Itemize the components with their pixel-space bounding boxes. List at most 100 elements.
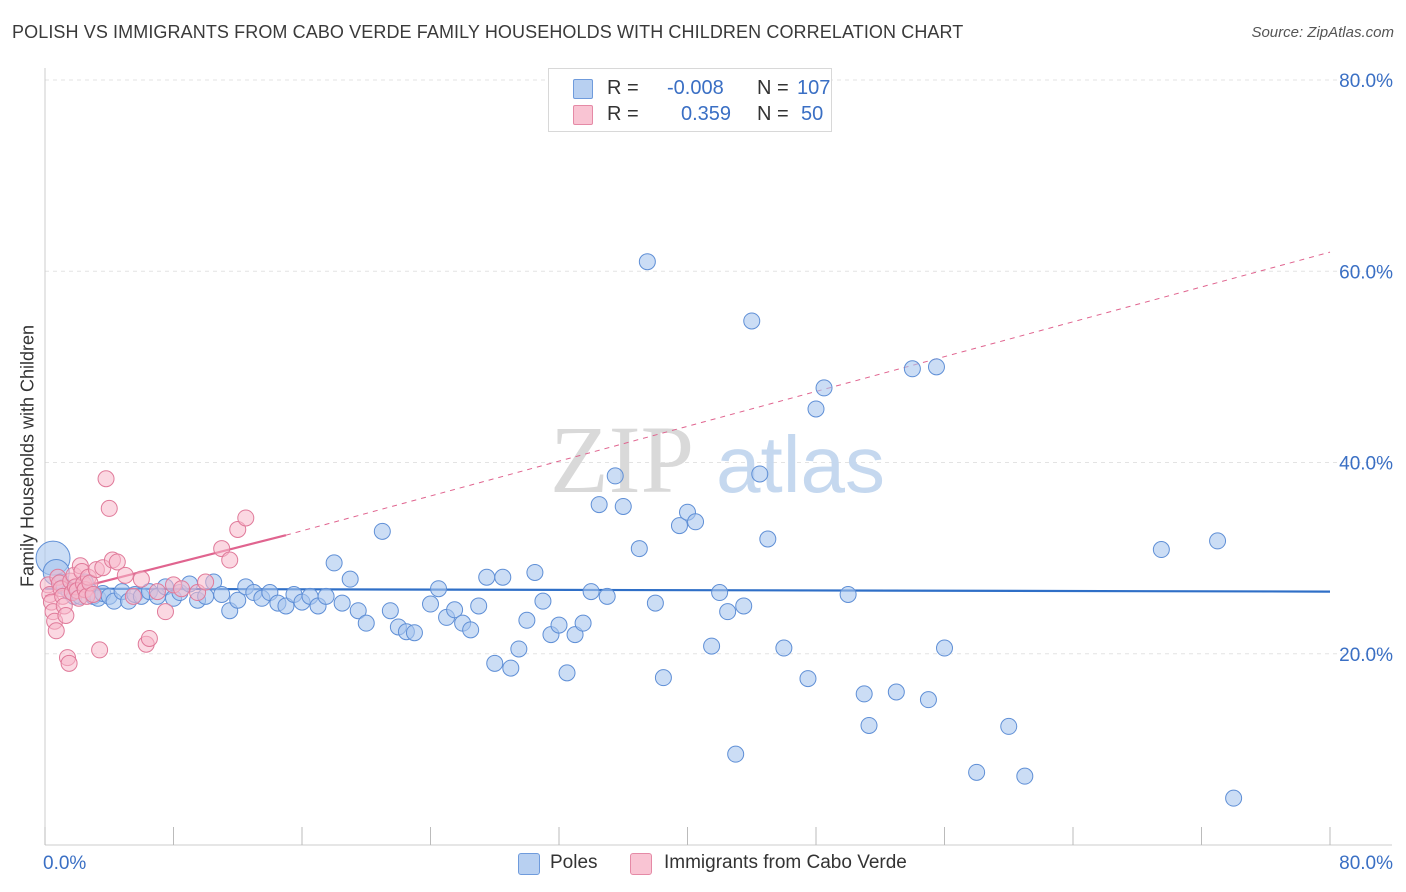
data-point-poles: [807, 400, 825, 418]
legend-r-value: -0.008: [667, 77, 724, 99]
data-point-poles: [775, 639, 793, 657]
trendline-cabo-verde-extension: [285, 251, 1331, 536]
legend-swatch-poles: [518, 853, 540, 875]
legend-r-label: R =: [607, 103, 639, 125]
data-point-poles: [630, 540, 648, 558]
data-point-cabo-verde: [91, 641, 109, 659]
data-point-poles: [430, 580, 448, 598]
data-point-poles: [968, 763, 986, 781]
data-point-poles: [614, 497, 632, 515]
data-point-poles: [1016, 767, 1034, 785]
data-point-poles: [759, 530, 777, 548]
data-point-cabo-verde: [60, 654, 78, 672]
legend-n-value: 50: [801, 103, 824, 125]
data-point-poles: [317, 587, 335, 605]
data-point-poles: [743, 312, 761, 330]
legend-label-cabo-verde: Immigrants from Cabo Verde: [664, 852, 907, 873]
data-point-poles: [470, 597, 488, 615]
data-point-poles: [735, 597, 753, 615]
data-point-poles: [229, 591, 247, 609]
data-point-poles: [526, 563, 544, 581]
data-point-poles: [751, 465, 769, 483]
data-point-cabo-verde: [124, 587, 142, 605]
data-point-poles: [518, 611, 536, 629]
data-point-cabo-verde: [173, 580, 191, 598]
data-point-poles: [510, 640, 528, 658]
x-tick-label-max: 80.0%: [1339, 853, 1393, 874]
data-point-poles: [494, 568, 512, 586]
data-point-poles: [860, 716, 878, 734]
data-point-cabo-verde: [97, 470, 115, 488]
data-point-poles: [919, 691, 937, 709]
data-point-poles: [582, 583, 600, 601]
watermark-atlas: atlas: [716, 420, 885, 509]
x-tick-label-min: 0.0%: [43, 853, 86, 874]
data-point-poles: [381, 602, 399, 620]
legend-swatch-pink: [573, 105, 593, 125]
data-point-poles: [1000, 717, 1018, 735]
data-point-poles: [534, 592, 552, 610]
data-point-poles: [462, 621, 480, 639]
data-point-poles: [815, 379, 833, 397]
chart-title: POLISH VS IMMIGRANTS FROM CABO VERDE FAM…: [12, 22, 964, 42]
data-point-poles: [927, 358, 945, 376]
data-point-poles: [349, 602, 367, 620]
data-point-cabo-verde: [57, 607, 75, 624]
data-point-poles: [1152, 541, 1170, 559]
legend-n-label: N =: [757, 77, 789, 99]
legend-label-poles: Poles: [550, 852, 598, 873]
data-point-poles: [936, 639, 953, 657]
data-point-poles: [887, 683, 905, 701]
data-point-cabo-verde: [140, 629, 158, 647]
data-point-poles: [422, 595, 439, 613]
data-point-poles: [341, 570, 359, 588]
data-point-cabo-verde: [47, 622, 65, 640]
legend-n-label: N =: [757, 103, 789, 125]
data-point-cabo-verde: [84, 585, 102, 603]
data-point-poles: [670, 517, 688, 535]
data-point-poles: [1209, 532, 1227, 550]
data-point-poles: [638, 253, 656, 271]
data-point-poles: [598, 587, 616, 605]
data-point-poles: [213, 585, 231, 603]
data-point-poles: [478, 568, 496, 586]
legend-r-value: 0.359: [681, 103, 732, 125]
data-point-cabo-verde: [132, 570, 150, 588]
data-point-poles: [839, 585, 857, 603]
data-point-poles: [719, 603, 737, 621]
data-point-poles: [550, 616, 568, 634]
data-point-poles: [357, 614, 375, 632]
data-point-cabo-verde: [108, 553, 126, 571]
data-point-cabo-verde: [148, 583, 166, 601]
data-point-poles: [502, 659, 520, 677]
data-point-cabo-verde: [197, 573, 215, 591]
legend-swatch-blue: [573, 79, 593, 99]
data-point-poles: [405, 624, 423, 642]
data-point-poles: [654, 669, 672, 687]
y-tick-label: 40.0%: [1339, 454, 1393, 475]
data-point-cabo-verde: [237, 509, 255, 527]
data-point-poles: [711, 584, 729, 602]
data-point-poles: [558, 664, 576, 682]
data-point-poles: [606, 467, 624, 485]
source-label: Source: ZipAtlas.com: [1251, 24, 1394, 41]
watermark-zip: ZIP: [550, 406, 694, 513]
data-point-poles: [446, 601, 464, 619]
data-point-poles: [373, 522, 391, 540]
data-point-poles: [687, 513, 705, 531]
data-point-poles: [333, 594, 351, 612]
data-point-cabo-verde: [156, 603, 174, 621]
data-point-poles: [855, 685, 873, 703]
data-point-poles: [799, 670, 817, 688]
legend-n-value: 107: [797, 77, 831, 99]
data-point-poles: [646, 594, 664, 612]
y-tick-label: 80.0%: [1339, 71, 1393, 92]
data-point-poles: [486, 654, 504, 672]
data-point-poles: [590, 496, 608, 514]
data-point-poles: [703, 637, 721, 655]
data-point-poles: [903, 360, 921, 378]
watermark: ZIP atlas: [550, 406, 885, 513]
data-point-poles: [325, 554, 343, 572]
correlation-legend: R = -0.008 N = 107 R = 0.359 N = 50: [548, 68, 832, 132]
